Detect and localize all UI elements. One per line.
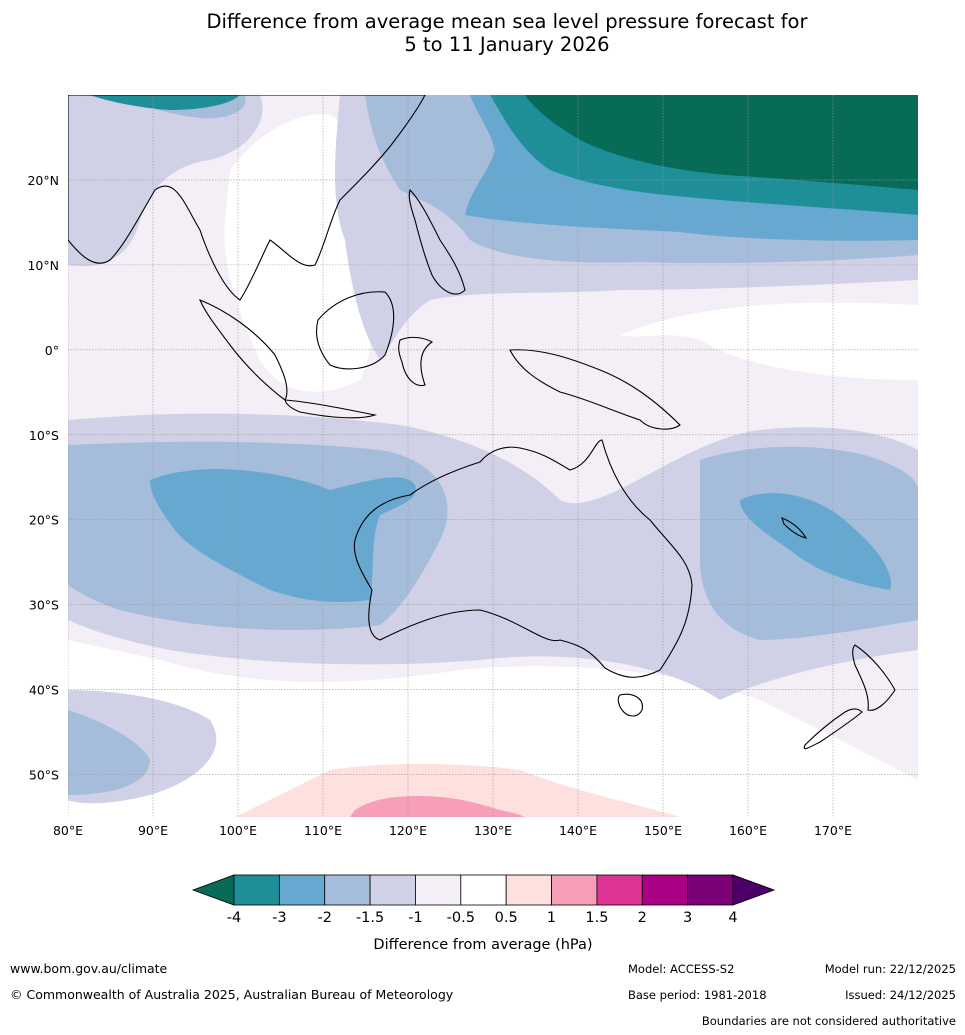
colorbar-swatch [687,874,734,906]
neutral-region-equatorial [620,302,918,380]
lon-label: 140°E [559,823,597,838]
colorbar-swatch [233,874,280,906]
colorbar-tick-label: -2 [317,910,331,926]
coastline-new-caledonia [781,517,808,539]
anomaly-band-light-pink [235,764,680,817]
coastline-tasmania [617,693,643,717]
anomaly-band-blue-indian [150,469,416,602]
colorbar-swatch [460,874,507,906]
lat-label: 20°S [29,513,59,528]
lon-label: 100°E [219,823,257,838]
colorbar-swatch [505,874,552,906]
colorbar-tick-label: -0.5 [447,910,475,926]
lon-label: 130°E [474,823,512,838]
colorbar-ticks: -4 -3 -2 -1.5 -1 -0.5 0.5 1 1.5 2 3 4 [227,910,738,926]
lat-label: 10°N [27,258,59,273]
footer-issued: Issued: 24/12/2025 [845,988,956,1002]
colorbar-swatch [415,874,462,906]
colorbar-swatch [596,874,643,906]
colorbar-title: Difference from average (hPa) [373,937,592,953]
lon-label: 120°E [389,823,427,838]
lat-label: 50°S [29,768,59,783]
lat-label: 0° [45,343,59,358]
colorbar-tick-label: -3 [272,910,286,926]
lon-label: 160°E [729,823,767,838]
footer-model-run: Model run: 22/12/2025 [824,962,956,976]
longitude-labels: 80°E 90°E 100°E 110°E 120°E 130°E 140°E 150°E 16… [53,823,852,838]
lat-label: 20°N [27,173,59,188]
colorbar-tick-label: 0.5 [495,910,518,926]
colorbar-extend-low [191,874,235,906]
coastline-sulawesi [398,336,434,387]
coastline-philippines [408,188,466,295]
map-area [68,95,918,817]
colorbar-tick-label: 3 [683,910,692,926]
colorbar-tick-label: 4 [728,910,737,926]
colorbar-swatch [641,874,689,906]
coastline-new-guinea [509,349,681,430]
colorbar-swatch [369,874,416,906]
anomaly-band-teal-nw [90,95,240,110]
colorbar-tick-label: -1.5 [356,910,384,926]
lon-label: 80°E [53,823,83,838]
colorbar-tick-label: 1 [547,910,556,926]
footer-base-period: Base period: 1981-2018 [628,988,767,1002]
latitude-labels: 20°N 10°N 0° 10°S 20°S 30°S 40°S 50°S [27,173,59,783]
colorbar-tick-label: -1 [408,910,422,926]
lon-label: 170°E [814,823,852,838]
lat-label: 10°S [29,428,59,443]
colorbar-swatch [324,874,371,906]
anomaly-band-light-periwinkle-nw [68,95,263,267]
colorbar-tick-label: -4 [227,910,241,926]
coastlines [68,95,896,750]
lon-label: 150°E [644,823,682,838]
coastline-australia [353,439,693,678]
colorbar-swatch [278,874,326,906]
coastline-java [284,399,378,419]
lon-label: 90°E [138,823,168,838]
lat-label: 40°S [29,683,59,698]
colorbar-tick-label: 1.5 [585,910,608,926]
coastline-new-zealand-south [803,708,863,750]
colorbar-tick-label: 2 [638,910,647,926]
anomaly-band-steel-blue-sw [68,710,150,795]
footer-disclaimer: Boundaries are not considered authoritat… [701,1014,956,1028]
gridlines [68,95,918,817]
lat-label: 30°S [29,598,59,613]
footer-model: Model: ACCESS-S2 [628,962,735,976]
anomaly-band-pink [350,796,525,817]
title-line-2: 5 to 11 January 2026 [404,33,610,56]
coastline-borneo [315,291,395,370]
colorbar-extend-high [732,874,776,906]
colorbar-swatch [551,874,598,906]
colorbar [191,874,776,906]
anomaly-band-blue-tasman [740,493,891,590]
neutral-region-se-asia [224,114,371,392]
footer-copyright: © Commonwealth of Australia 2025, Austra… [10,987,454,1002]
anomaly-band-dark-green-north [525,95,918,190]
footer-website: www.bom.gov.au/climate [10,961,168,976]
coastline-mainland-asia [68,95,426,301]
coastline-new-zealand-north [852,644,896,711]
title-line-1: Difference from average mean sea level p… [206,10,808,33]
chart-title: Difference from average mean sea level p… [0,10,965,56]
lon-label: 110°E [304,823,342,838]
